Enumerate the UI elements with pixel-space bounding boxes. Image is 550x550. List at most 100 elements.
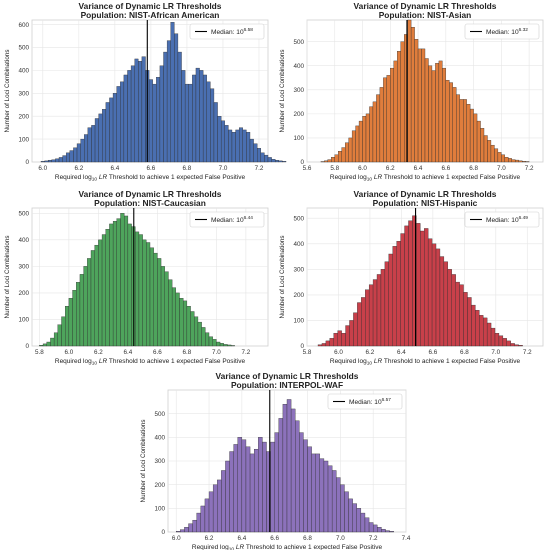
histogram-bar (490, 144, 495, 163)
x-tick-label: 6.2 (74, 165, 83, 172)
histogram-bar (381, 528, 386, 533)
histogram-bar (39, 345, 44, 347)
histogram-bar (383, 77, 387, 163)
histogram-bar (230, 345, 235, 347)
x-tick-label: 6.4 (414, 165, 423, 172)
legend: Median: 106.49 (464, 211, 540, 228)
histogram-bar (260, 152, 265, 163)
histogram-bar (278, 418, 284, 533)
histogram-bar (69, 150, 74, 163)
histogram-bar (212, 484, 218, 533)
histogram-bar (518, 345, 523, 347)
y-tick-label: 100 (293, 135, 304, 142)
histogram-bar (159, 65, 164, 163)
histogram-bar (376, 94, 381, 163)
x-tick-label: 6.0 (334, 349, 343, 356)
histogram-bar (341, 333, 346, 347)
histogram-bar (188, 83, 193, 163)
histogram-bar (356, 508, 362, 533)
x-tick-label: 5.8 (35, 349, 44, 356)
histogram-bar (55, 158, 60, 163)
x-tick-label: 6.0 (38, 165, 47, 172)
histogram-bar (362, 116, 367, 163)
histogram-bar (192, 519, 197, 533)
histogram-bar (338, 150, 342, 163)
histogram-bar (109, 223, 114, 347)
histogram-bar (331, 157, 335, 163)
histogram-bar (200, 505, 206, 533)
histogram-bar (518, 160, 523, 163)
y-tick-label: 0 (300, 159, 304, 166)
histogram-bar (120, 213, 125, 347)
histogram-bar (224, 125, 229, 163)
histogram-bar (414, 39, 419, 163)
histogram-bar (455, 281, 460, 347)
histogram-bar (253, 143, 258, 163)
histogram-bar (469, 108, 474, 163)
histogram-bar (358, 120, 363, 163)
histogram-bar (152, 83, 157, 163)
histogram-bar (282, 404, 288, 533)
y-tick-label: 400 (18, 68, 29, 75)
histogram-bar (416, 223, 421, 347)
histogram-bar (352, 503, 357, 533)
x-tick-label: 6.8 (469, 165, 478, 172)
histogram-bar (258, 437, 263, 533)
histogram-bar (490, 327, 496, 347)
legend-box (189, 211, 265, 228)
y-tick-label: 500 (18, 45, 29, 52)
histogram-bar (48, 159, 52, 163)
histogram-bar (299, 432, 304, 533)
histogram-bar (229, 451, 234, 533)
histogram-bar (225, 460, 230, 533)
histogram-bar (190, 311, 195, 347)
histogram-bar (388, 253, 393, 347)
legend-box (464, 211, 540, 228)
histogram-bar (91, 125, 96, 163)
histogram-bar (153, 252, 158, 347)
histogram-bar (51, 159, 56, 163)
histogram-bar (66, 152, 71, 163)
histogram-bar (361, 297, 366, 347)
histogram-bar (170, 22, 175, 163)
histogram-bar (471, 304, 476, 347)
histogram-bar (94, 118, 99, 163)
x-axis-label: Required log10 LR Threshold to achieve 1… (55, 174, 246, 183)
legend-text: Median: 10 (486, 29, 519, 36)
histogram-bar (475, 310, 480, 347)
histogram-bar (501, 154, 505, 163)
y-tick-label: 200 (18, 113, 29, 120)
histogram-panel-2: Variance of Dynamic LR ThresholdsPopulat… (279, 1, 544, 183)
histogram-bar (452, 87, 457, 163)
histogram-bar (101, 234, 106, 347)
y-tick-label: 200 (18, 290, 29, 297)
histogram-bar (157, 258, 162, 347)
histogram-bar (175, 292, 180, 347)
histogram-bar (404, 225, 409, 347)
histogram-bar (213, 102, 218, 163)
histogram-bar (442, 67, 446, 163)
histogram-bar (385, 530, 390, 533)
histogram-bar (271, 159, 276, 163)
histogram-bar (57, 324, 62, 347)
histogram-bar (319, 458, 325, 533)
histogram-bar (447, 269, 452, 347)
histogram-bar (83, 266, 88, 347)
histogram-bar (40, 161, 45, 163)
histogram-bar (65, 306, 70, 347)
histogram-bar (50, 337, 55, 347)
histogram-bar (345, 142, 349, 163)
histogram-bar (58, 157, 63, 163)
y-tick-label: 500 (18, 211, 29, 218)
legend-label: Median: 106.58 (211, 27, 253, 36)
histogram-bar (438, 60, 443, 163)
y-tick-label: 300 (154, 458, 165, 465)
histogram-bar (176, 531, 181, 533)
histogram-bar (494, 333, 500, 347)
y-tick-label: 300 (293, 87, 304, 94)
legend-text: Median: 10 (211, 29, 244, 36)
histogram-bar (166, 40, 171, 163)
y-tick-label: 0 (25, 159, 29, 166)
histogram-bar (467, 297, 472, 347)
histogram-bar (184, 83, 189, 163)
